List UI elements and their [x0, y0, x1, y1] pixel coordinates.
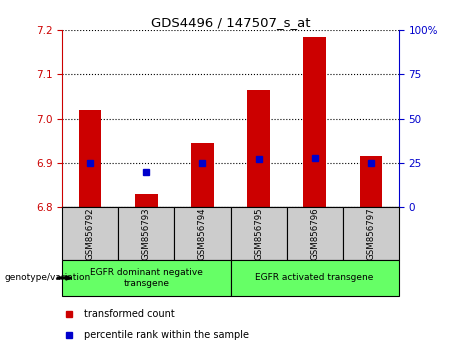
Bar: [79, 110, 101, 207]
Bar: [118, 207, 174, 260]
Title: GDS4496 / 147507_s_at: GDS4496 / 147507_s_at: [151, 16, 310, 29]
Bar: [247, 90, 270, 207]
Text: percentile rank within the sample: percentile rank within the sample: [84, 330, 249, 341]
Bar: [303, 37, 326, 207]
Text: GSM856796: GSM856796: [310, 207, 319, 260]
Bar: [174, 207, 230, 260]
Bar: [230, 260, 399, 296]
Text: GSM856794: GSM856794: [198, 207, 207, 260]
Bar: [135, 194, 158, 207]
Bar: [343, 207, 399, 260]
Bar: [287, 207, 343, 260]
Text: GSM856797: GSM856797: [366, 207, 375, 260]
Text: GSM856792: GSM856792: [86, 207, 95, 260]
Text: GSM856793: GSM856793: [142, 207, 151, 260]
Text: GSM856795: GSM856795: [254, 207, 263, 260]
Text: EGFR activated transgene: EGFR activated transgene: [255, 273, 374, 282]
Text: EGFR dominant negative
transgene: EGFR dominant negative transgene: [90, 268, 203, 287]
Bar: [360, 156, 382, 207]
Bar: [230, 207, 287, 260]
Bar: [191, 143, 214, 207]
Text: genotype/variation: genotype/variation: [5, 273, 91, 282]
Text: transformed count: transformed count: [84, 309, 175, 319]
Bar: [62, 207, 118, 260]
Bar: [62, 260, 230, 296]
